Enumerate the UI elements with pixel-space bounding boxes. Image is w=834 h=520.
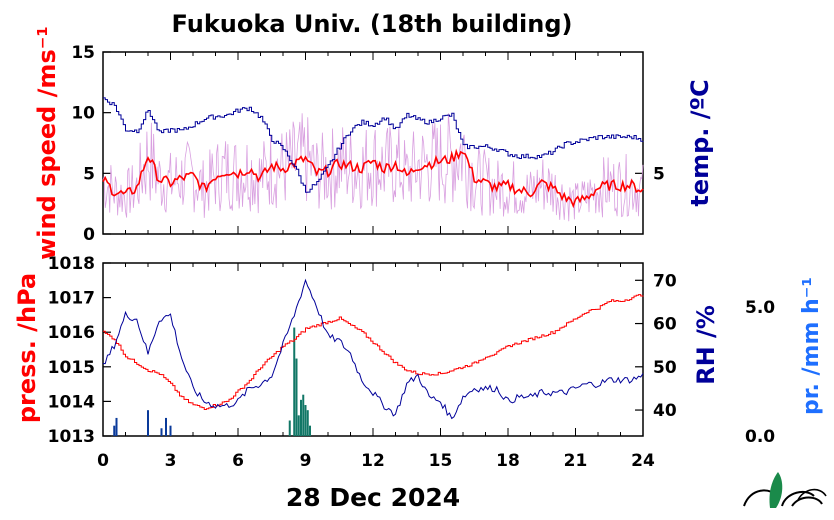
wind-speed-tick-label: 0 (83, 225, 95, 245)
precipitation-ticks: 0.0 5.0 (745, 298, 775, 447)
hour-ticks: 0 3 6 9 12 15 18 21 24 (97, 263, 655, 471)
humidity-tick-label: 40 (653, 401, 677, 421)
temperature-series (103, 97, 644, 193)
precipitation-bar (309, 425, 311, 436)
bottom-series-group (102, 278, 644, 436)
leaf-logo-icon (743, 472, 827, 508)
hour-tick-label: 24 (631, 451, 655, 471)
wind-speed-raw-series (102, 113, 644, 222)
pressure-tick-label: 1013 (48, 427, 95, 447)
pressure-series (103, 294, 644, 410)
wind-speed-tick-label: 5 (83, 164, 95, 184)
hour-tick-label: 21 (564, 451, 588, 471)
precipitation-bar (293, 327, 296, 436)
pressure-tick-label: 1015 (48, 358, 95, 378)
hour-tick-label: 6 (232, 451, 244, 471)
temperature-ticks: 5 (635, 164, 665, 184)
pressure-tick-label: 1016 (48, 323, 95, 343)
hour-tick-label: 3 (165, 451, 177, 471)
humidity-ticks: 40 50 60 70 (635, 271, 677, 421)
precipitation-bar (113, 425, 116, 436)
pressure-tick-label: 1014 (48, 392, 95, 412)
hour-tick-label: 18 (496, 451, 520, 471)
precipitation-bar (147, 410, 149, 436)
top-series-group (102, 97, 644, 222)
wind-temperature-panel: 0 5 10 15 5 wind speed /ms⁻¹ temp. /ºC (33, 26, 714, 260)
pressure-ticks: 1013 1014 1015 1016 1017 1018 (48, 254, 111, 447)
top-plot-frame (102, 51, 644, 235)
humidity-tick-label: 70 (653, 271, 677, 291)
humidity-tick-label: 50 (653, 358, 677, 378)
precipitation-bar (169, 425, 172, 436)
wind-speed-ticks: 0 5 10 15 (71, 43, 621, 245)
precipitation-bar (115, 417, 118, 436)
precipitation-bar (165, 417, 167, 436)
precipitation-tick-label: 0.0 (745, 427, 775, 447)
hour-tick-label: 15 (429, 451, 453, 471)
precipitation-bar (300, 399, 302, 436)
bottom-plot-frame (102, 262, 644, 437)
pressure-tick-label: 1017 (48, 289, 95, 309)
date-label: 28 Dec 2024 (286, 483, 460, 512)
temperature-axis-label: temp. /ºC (686, 79, 714, 206)
precipitation-bar (304, 405, 307, 436)
hour-tick-label: 9 (300, 451, 312, 471)
wind-speed-axis-label: wind speed /ms⁻¹ (33, 26, 61, 260)
hour-tick-label: 0 (97, 451, 109, 471)
precipitation-bar (295, 358, 298, 436)
hour-tick-label: 12 (361, 451, 385, 471)
temperature-tick-label: 5 (653, 164, 665, 184)
pressure-tick-label: 1018 (48, 254, 95, 274)
precipitation-bar (297, 415, 300, 436)
humidity-axis-label: RH /% (692, 305, 720, 385)
precipitation-bar (302, 394, 305, 436)
wind-speed-tick-label: 10 (71, 104, 95, 124)
precipitation-bar (288, 420, 291, 436)
precipitation-bar (160, 428, 163, 436)
precipitation-bar (306, 410, 309, 436)
wind-speed-mean-series (102, 148, 644, 209)
humidity-series (102, 278, 644, 420)
pressure-axis-label: press. /hPa (13, 273, 41, 423)
wind-speed-tick-label: 15 (71, 43, 95, 63)
precipitation-tick-label: 5.0 (745, 298, 775, 318)
humidity-tick-label: 60 (653, 315, 677, 335)
precipitation-axis-label: pr. /mm h⁻¹ (799, 277, 824, 415)
chart-title: Fukuoka Univ. (18th building) (172, 10, 573, 38)
